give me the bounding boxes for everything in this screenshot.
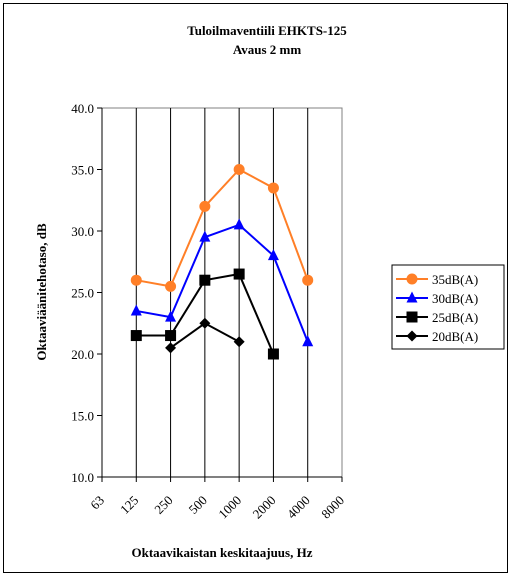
y-tick-label: 20.0 <box>71 347 94 362</box>
x-tick-label: 8000 <box>318 493 347 522</box>
legend-marker-20db-a <box>406 330 418 342</box>
x-tick-label: 4000 <box>284 493 313 522</box>
y-tick-label: 30.0 <box>71 224 94 239</box>
data-point-35db-a <box>302 274 314 286</box>
data-point-35db-a <box>199 200 211 212</box>
data-point-25db-a <box>233 268 245 280</box>
series-line-35db-a <box>136 168 309 288</box>
legend-marker-25db-a <box>406 311 418 323</box>
legend-label-20db-a: 20dB(A) <box>432 329 478 344</box>
plot-border <box>101 107 343 478</box>
plot-area: 63 125 250 500 1000 2000 4000 8000 10.0 15.0 20.0 2… <box>71 101 347 522</box>
series-line-30db-a <box>136 223 309 343</box>
y-axis-title: Oktaaviäänitehotaso, dB <box>34 223 49 361</box>
x-axis-title: Oktaavikaistan keskitaajuus, Hz <box>132 545 313 560</box>
data-point-30db-a <box>130 304 142 316</box>
x-tick-label: 500 <box>186 493 210 517</box>
x-tick-label: 250 <box>151 493 175 517</box>
legend-label-25db-a: 25dB(A) <box>432 310 478 325</box>
chart-subtitle: Avaus 2 mm <box>233 42 302 57</box>
legend: 35dB(A) 30dB(A) 25dB(A) 20dB(A) <box>391 264 505 350</box>
data-point-35db-a <box>267 182 279 194</box>
data-point-30db-a <box>302 335 314 347</box>
y-tick-label: 35.0 <box>71 163 94 178</box>
x-tick-label: 125 <box>117 493 141 517</box>
x-tick-label: 1000 <box>215 493 244 522</box>
data-point-20db-a <box>199 317 211 329</box>
data-point-35db-a <box>130 274 142 286</box>
data-point-20db-a <box>165 342 177 354</box>
data-point-30db-a <box>165 310 177 322</box>
x-tick-label: 63 <box>87 493 107 513</box>
x-tick-label: 2000 <box>250 493 279 522</box>
data-point-25db-a <box>165 330 177 342</box>
legend-label-35db-a: 35dB(A) <box>432 272 478 287</box>
y-tick-label: 40.0 <box>71 101 94 116</box>
data-point-25db-a <box>130 330 142 342</box>
data-point-30db-a <box>267 249 279 261</box>
data-point-25db-a <box>267 348 279 360</box>
data-point-25db-a <box>199 274 211 286</box>
data-point-35db-a <box>165 280 177 292</box>
y-tick-label: 10.0 <box>71 470 94 485</box>
legend-marker-35db-a <box>406 273 418 285</box>
data-point-20db-a <box>233 336 245 348</box>
legend-marker-30db-a <box>406 291 418 303</box>
y-tick-label: 15.0 <box>71 409 94 424</box>
data-point-30db-a <box>199 230 211 242</box>
data-point-30db-a <box>233 218 245 230</box>
y-tick-label: 25.0 <box>71 286 94 301</box>
data-point-35db-a <box>233 164 245 175</box>
legend-label-30db-a: 30dB(A) <box>432 291 478 306</box>
chart-title: Tuloilmaventiili EHKTS-125 <box>187 23 347 38</box>
